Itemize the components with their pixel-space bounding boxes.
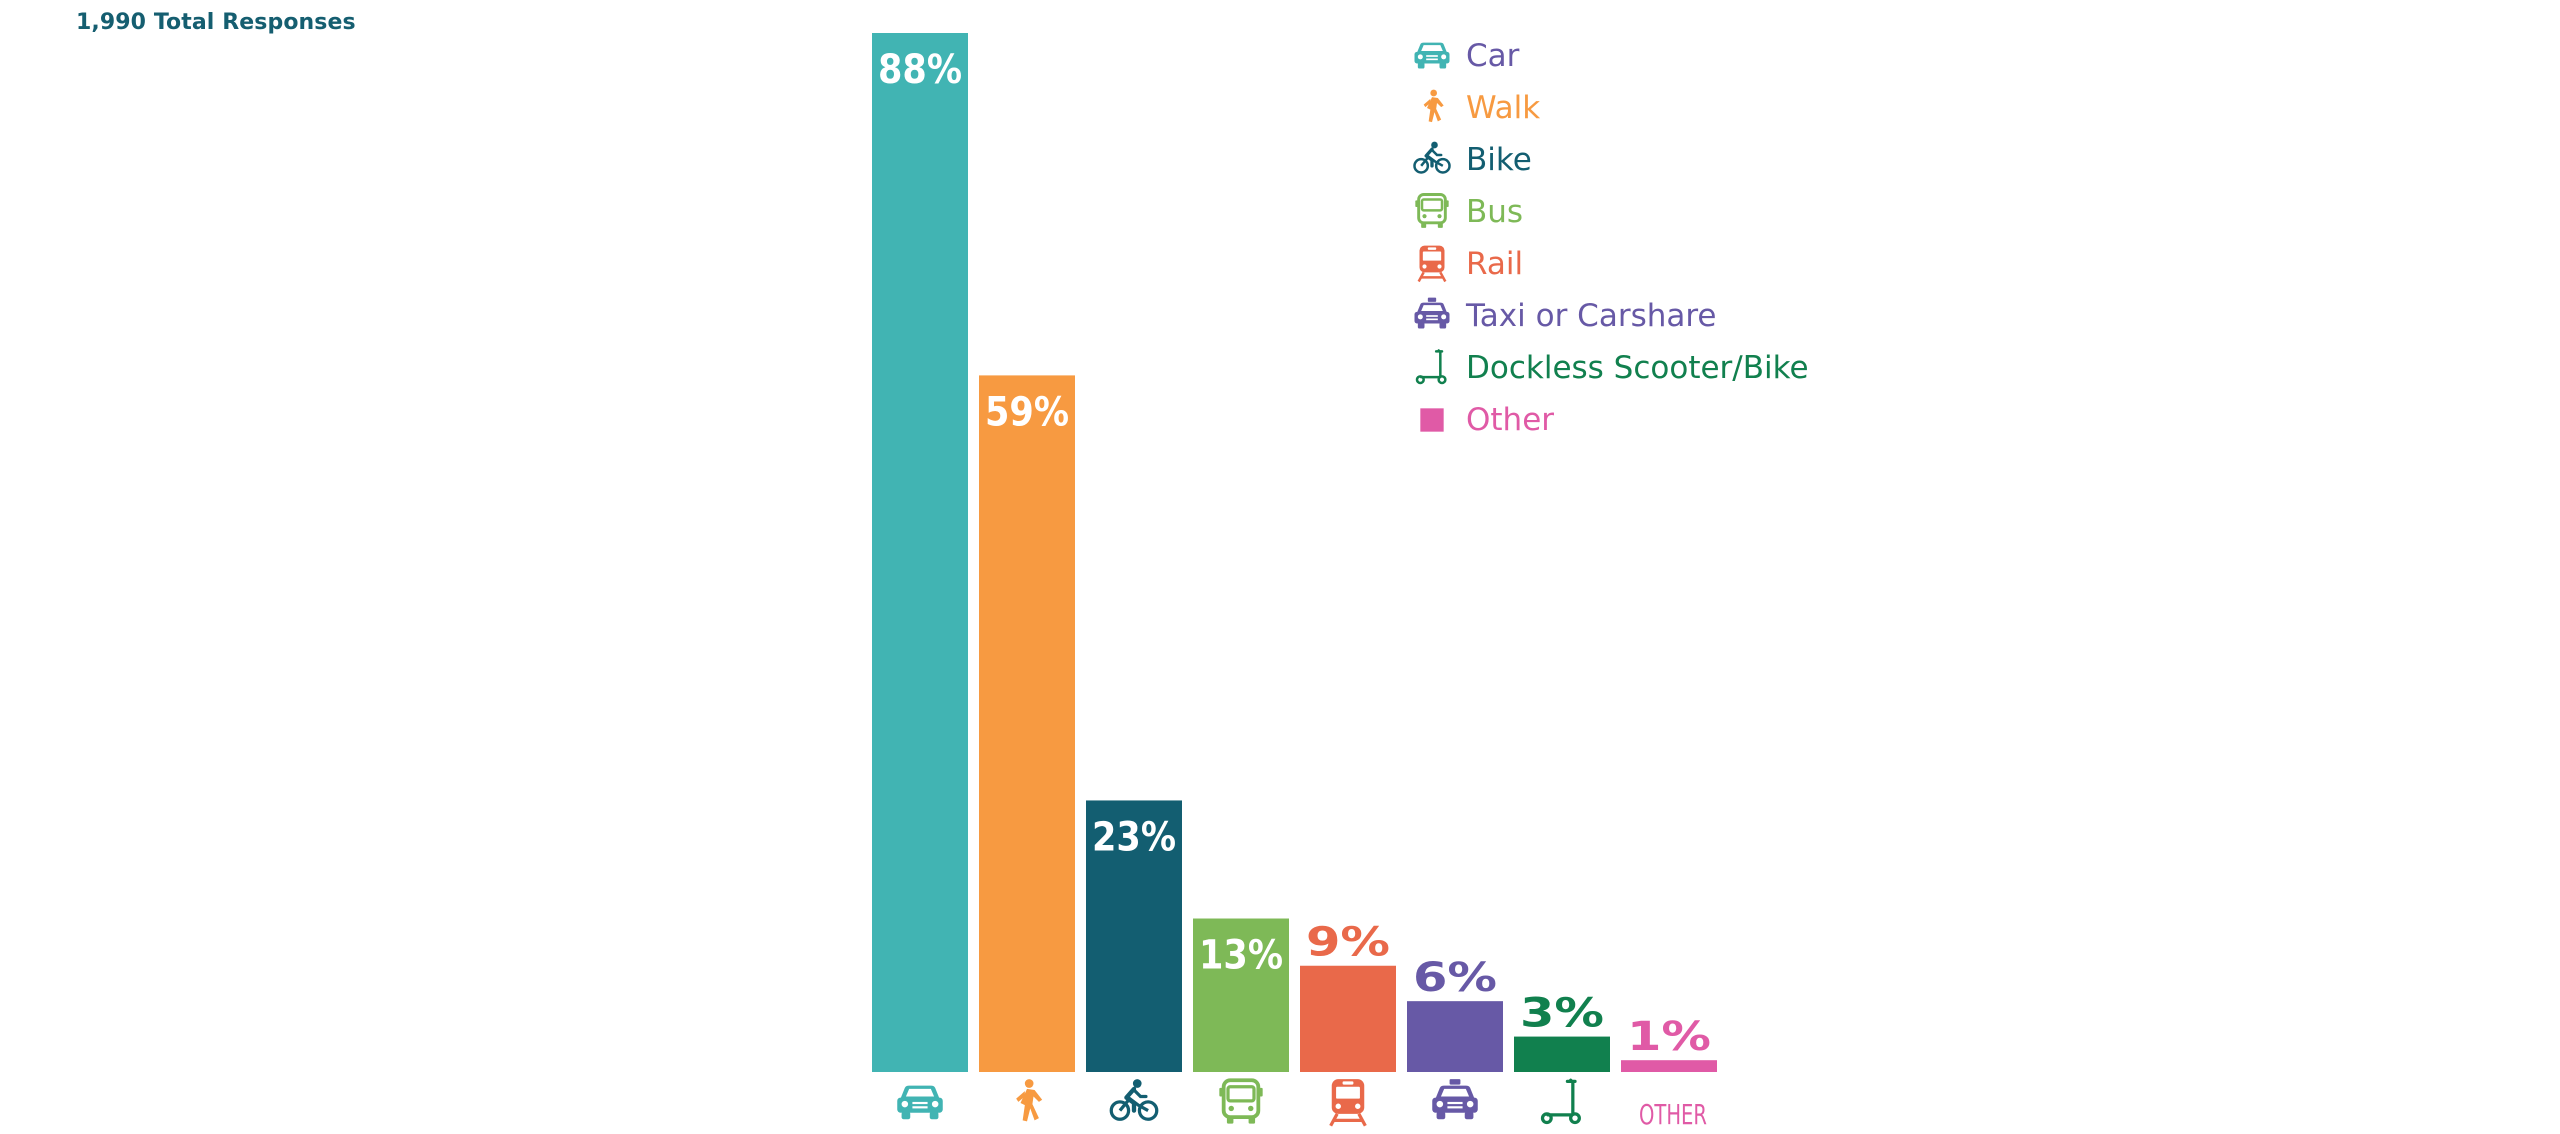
- bar-label-taxi: 6%: [1413, 955, 1497, 1001]
- legend-label-bike: Bike: [1466, 142, 1532, 178]
- bus-icon: [1410, 190, 1454, 234]
- axis-walk-icon: [1016, 1079, 1043, 1122]
- axis-scooter-icon: [1540, 1078, 1581, 1125]
- bike-icon: [1410, 138, 1454, 182]
- bar-label-rail: 9%: [1306, 920, 1390, 966]
- walk-icon: [1410, 86, 1454, 130]
- bar-scooter: [1514, 1036, 1610, 1072]
- taxi-icon: [1410, 294, 1454, 338]
- bar-taxi: [1407, 1001, 1503, 1072]
- legend-label-taxi: Taxi or Carshare: [1466, 298, 1717, 334]
- legend-label-car: Car: [1466, 38, 1520, 74]
- legend-item-other: Other: [1410, 394, 1809, 446]
- legend-label-bus: Bus: [1466, 194, 1524, 230]
- bar-label-scooter: 3%: [1520, 991, 1604, 1037]
- axis-car-icon: [897, 1085, 943, 1120]
- bar-label-other: 1%: [1627, 1014, 1711, 1060]
- rail-icon: [1410, 242, 1454, 286]
- bar-bike: [1086, 800, 1182, 1072]
- total-responses-subtitle: 1,990 Total Responses: [76, 10, 356, 35]
- bar-walk: [979, 375, 1075, 1073]
- axis-label-other: OTHER: [1639, 1098, 1707, 1131]
- bar-car: [872, 33, 968, 1072]
- legend-item-taxi: Taxi or Carshare: [1410, 290, 1809, 342]
- legend-item-walk: Walk: [1410, 82, 1809, 134]
- car-icon: [1410, 34, 1454, 78]
- scooter-icon: [1410, 346, 1454, 390]
- axis-taxi-icon: [1432, 1079, 1478, 1120]
- legend-item-bike: Bike: [1410, 134, 1809, 186]
- legend-label-other: Other: [1466, 402, 1555, 438]
- bar-label-car: 88%: [878, 47, 962, 93]
- legend-item-rail: Rail: [1410, 238, 1809, 290]
- axis-bike-icon: [1109, 1079, 1159, 1121]
- legend-label-walk: Walk: [1466, 90, 1541, 126]
- legend-label-rail: Rail: [1466, 246, 1524, 282]
- bar-rail: [1300, 965, 1396, 1072]
- bar-label-walk: 59%: [985, 389, 1069, 435]
- bar-label-bike: 23%: [1092, 814, 1176, 860]
- bar-bus: [1193, 918, 1289, 1072]
- bar-other: [1621, 1060, 1717, 1072]
- legend-label-scooter: Dockless Scooter/Bike: [1466, 350, 1809, 386]
- legend-item-bus: Bus: [1410, 186, 1809, 238]
- chart-legend: Car Walk Bike Bus Rail Taxi or Carshare …: [1410, 30, 1809, 446]
- axis-rail-icon: [1329, 1079, 1367, 1127]
- square-icon: [1410, 398, 1454, 442]
- bar-label-bus: 13%: [1199, 933, 1283, 979]
- axis-bus-icon: [1219, 1078, 1263, 1124]
- legend-item-scooter: Dockless Scooter/Bike: [1410, 342, 1809, 394]
- legend-item-car: Car: [1410, 30, 1809, 82]
